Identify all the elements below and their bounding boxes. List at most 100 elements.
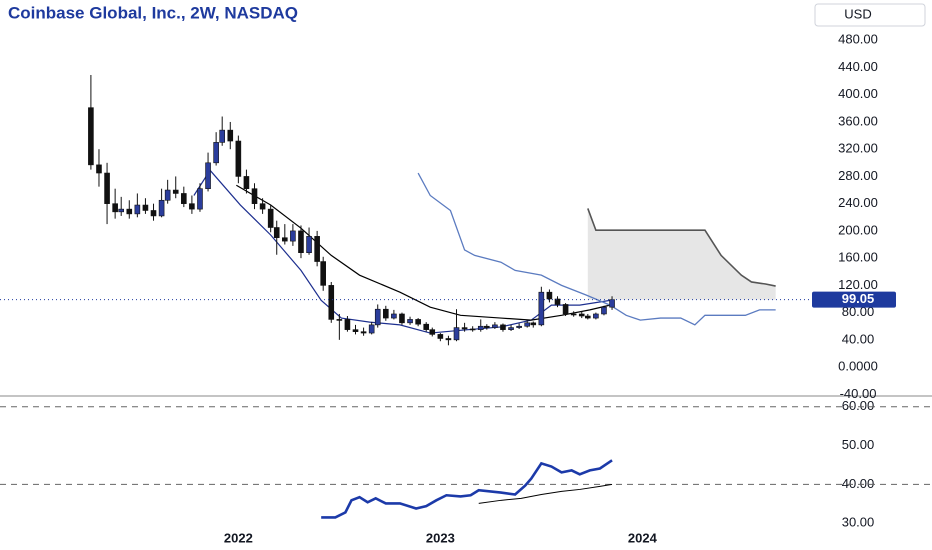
candle-body <box>368 324 375 334</box>
candle-body <box>243 176 250 189</box>
candle-body <box>273 227 280 239</box>
y-tick-label: 120.00 <box>838 277 878 292</box>
candle-body <box>562 304 569 315</box>
candle-body <box>391 313 397 319</box>
candle-body <box>205 162 211 189</box>
candle-body <box>601 306 607 315</box>
candle-body <box>508 327 514 330</box>
candle-body <box>374 308 381 326</box>
y-tick-label: 40.00 <box>842 331 875 346</box>
candle-body <box>219 129 225 143</box>
candle-body <box>164 189 171 201</box>
candle-body <box>259 203 266 210</box>
candle-body <box>328 285 335 320</box>
candle-body <box>189 203 195 210</box>
candle-body <box>484 325 490 328</box>
y-tick-label: 200.00 <box>838 222 878 237</box>
y-tick-label: 0.0000 <box>838 359 878 374</box>
candle-body <box>172 189 179 194</box>
candle-body <box>118 208 124 213</box>
last-price-box <box>812 291 896 308</box>
y-tick-label: 40.00 <box>842 476 875 491</box>
y-tick-label: 480.00 <box>838 32 878 47</box>
y-tick-label: 440.00 <box>838 59 878 74</box>
candle-body <box>142 204 149 211</box>
candle-body <box>104 172 110 204</box>
candle-body <box>126 208 133 215</box>
candle-body <box>437 334 444 339</box>
candle-body <box>235 140 242 177</box>
y-tick-label: 60.00 <box>842 398 875 413</box>
candle-body <box>150 210 157 217</box>
candle-body <box>609 299 615 308</box>
candle-body <box>453 327 460 341</box>
y-tick-label: 80.00 <box>842 304 875 319</box>
candle-body <box>181 193 187 204</box>
candle-body <box>298 230 304 253</box>
candle-body <box>461 327 468 330</box>
candle-body <box>585 315 591 319</box>
y-tick-label: 360.00 <box>838 113 878 128</box>
candle-body <box>538 291 545 326</box>
indicator-line <box>478 483 613 504</box>
candle-body <box>112 203 118 213</box>
candle-body <box>282 237 288 242</box>
candle-body <box>530 322 537 326</box>
y-tick-label: 30.00 <box>842 515 875 530</box>
y-tick-label: 280.00 <box>838 168 878 183</box>
candle-body <box>197 188 203 210</box>
y-tick-label: 50.00 <box>842 437 875 452</box>
candle-body <box>407 319 413 324</box>
candle-body <box>477 325 484 330</box>
candle-body <box>383 308 389 319</box>
last-price-label: 99.05 <box>842 291 875 306</box>
x-tick-label: 2022 <box>224 530 253 545</box>
candle-body <box>524 322 531 327</box>
candle-body <box>336 319 343 321</box>
candle-body <box>429 329 436 335</box>
y-tick-label: 320.00 <box>838 141 878 156</box>
y-tick-label: 400.00 <box>838 86 878 101</box>
x-tick-label: 2023 <box>426 530 455 545</box>
candle-body <box>290 230 296 242</box>
y-tick-label: 240.00 <box>838 195 878 210</box>
candle-body <box>423 323 430 330</box>
candle-body <box>306 236 312 253</box>
y-tick-label: -40.00 <box>840 386 877 401</box>
candle-body <box>320 261 326 286</box>
currency-label[interactable]: USD <box>844 6 871 21</box>
currency-button[interactable] <box>814 3 926 27</box>
indicator-line <box>417 172 776 326</box>
candle-body <box>500 324 506 330</box>
candle-body <box>445 338 452 341</box>
candle-body <box>399 313 405 324</box>
candle-body <box>554 298 561 305</box>
candle-body <box>578 313 585 317</box>
candle-body <box>88 107 94 166</box>
forecast-line <box>587 208 776 287</box>
candle-body <box>314 236 320 262</box>
candle-body <box>227 129 234 142</box>
forecast-area <box>587 208 776 300</box>
candle-body <box>267 208 274 228</box>
candle-body <box>344 319 351 330</box>
candle-body <box>134 204 141 215</box>
y-tick-label: 160.00 <box>838 250 878 265</box>
x-tick-label: 2024 <box>628 530 658 545</box>
candle-body <box>352 329 359 332</box>
indicator-line <box>321 459 613 519</box>
chart-title: Coinbase Global, Inc., 2W, NASDAQ <box>8 3 298 22</box>
candle-body <box>593 313 599 319</box>
candle-body <box>415 319 421 325</box>
candle-body <box>570 313 577 316</box>
candle-body <box>469 328 476 331</box>
candle-body <box>251 188 258 204</box>
candle-body <box>546 291 553 300</box>
candle-body <box>96 164 102 174</box>
candle-body <box>158 199 165 217</box>
candle-body <box>516 325 522 328</box>
candle-body <box>492 324 498 328</box>
candle-body <box>213 142 219 164</box>
